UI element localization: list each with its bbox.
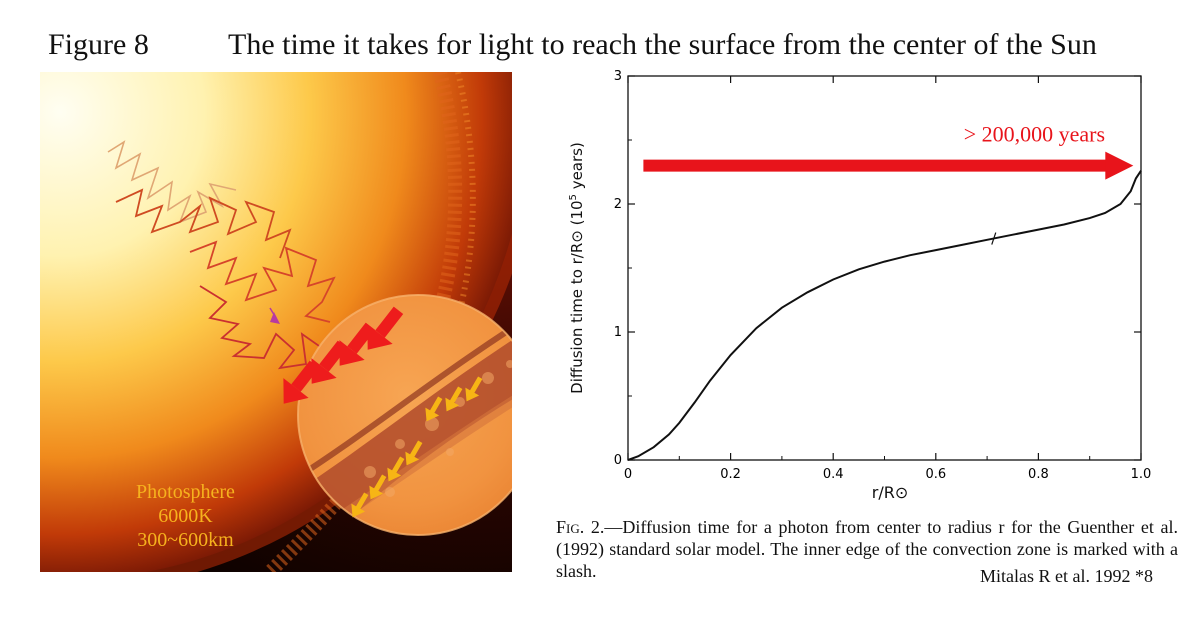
figure-label: Figure 8 xyxy=(48,28,149,61)
diffusion-curve xyxy=(627,170,1142,461)
sun-illustration xyxy=(40,72,512,572)
y-axis-label: Diffusion time to r/R⊙ (105 years) xyxy=(568,142,586,394)
outward-arrows xyxy=(283,306,404,404)
x-tick-label: 0.4 xyxy=(823,467,844,482)
annotation-arrowhead xyxy=(1105,151,1134,180)
caption-text: —Diffusion time for a photon from center… xyxy=(556,517,1179,581)
x-tick-label: 0 xyxy=(624,467,632,482)
figure-caption: Fig. 2.—Diffusion time for a photon from… xyxy=(556,516,1178,582)
y-tick-label: 2 xyxy=(614,197,622,212)
random-walk-path xyxy=(107,140,336,383)
photosphere-label: Photosphere 6000K 300~600km xyxy=(118,480,253,552)
chart-svg: 0 0.2 0.4 0.6 0.8 1.0 0 1 2 3 > 200,000 years r/… xyxy=(568,69,1152,502)
photosphere-thickness: 300~600km xyxy=(137,529,234,551)
y-tick-label: 0 xyxy=(614,453,622,468)
photosphere-temperature: 6000K xyxy=(158,505,213,527)
figure-title: The time it takes for light to reach the… xyxy=(228,28,1097,61)
x-tick-label: 0.6 xyxy=(925,467,946,482)
inward-arrows xyxy=(351,376,483,518)
caption-fig-label: Fig. 2. xyxy=(556,517,605,537)
y-tick-label: 3 xyxy=(614,69,622,84)
y-tick-label: 1 xyxy=(614,325,622,340)
convection-zone-slash xyxy=(991,232,997,245)
x-axis-label: r/R⊙ xyxy=(872,483,909,502)
x-tick-label: 0.2 xyxy=(720,467,741,482)
photosphere-zoom xyxy=(298,295,512,535)
x-tick-label: 1.0 xyxy=(1131,467,1152,482)
source-credit: Mitalas R et al. 1992 *8 xyxy=(980,566,1153,586)
annotation-text: > 200,000 years xyxy=(964,122,1105,147)
photosphere-name: Photosphere xyxy=(136,481,235,503)
x-tick-label: 0.8 xyxy=(1028,467,1049,482)
diffusion-chart: 0 0.2 0.4 0.6 0.8 1.0 0 1 2 3 > 200,000 years r/… xyxy=(560,66,1200,506)
